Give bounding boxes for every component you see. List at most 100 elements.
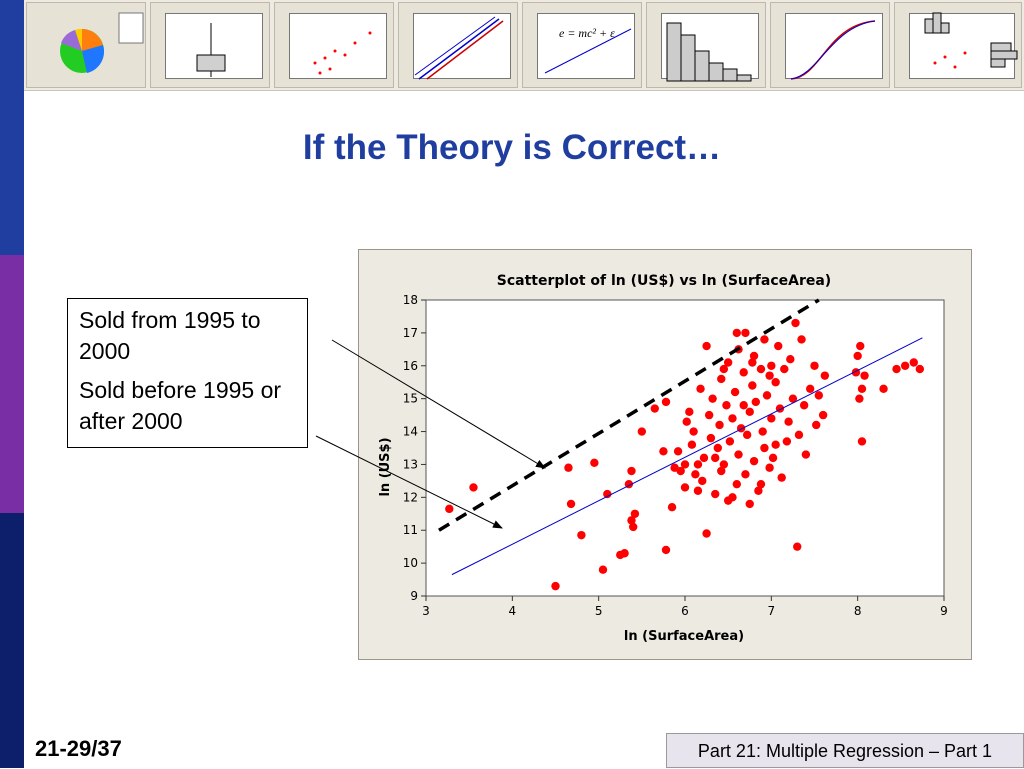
y-tick-label: 13	[403, 457, 418, 471]
thumbnail-histogram	[646, 2, 766, 88]
data-point	[629, 522, 638, 532]
data-point	[661, 397, 671, 407]
data-point	[741, 470, 750, 479]
y-tick-label: 17	[403, 326, 418, 340]
data-point	[696, 384, 705, 393]
data-point	[650, 404, 659, 413]
y-tick-label: 16	[403, 359, 418, 373]
data-point	[801, 450, 811, 459]
data-point	[810, 361, 819, 370]
data-point	[689, 427, 698, 436]
data-point	[855, 394, 864, 403]
x-tick-label: 5	[595, 604, 603, 618]
data-point	[860, 371, 869, 380]
data-point	[598, 565, 608, 574]
data-point	[719, 460, 729, 469]
data-point	[909, 358, 918, 367]
data-point	[741, 328, 750, 338]
x-axis-label: ln (SurfaceArea)	[624, 629, 744, 644]
plot-area	[425, 299, 945, 597]
data-point	[661, 545, 671, 555]
data-point	[673, 447, 683, 456]
thumbnail-formula-plot: e = mc² + ε	[522, 2, 642, 88]
left-accent-bar-middle	[0, 255, 24, 513]
data-point	[445, 504, 454, 514]
data-point	[794, 430, 804, 440]
boxplot-icon	[196, 23, 226, 77]
x-tick-label: 6	[681, 604, 689, 618]
data-point	[797, 335, 806, 344]
data-point	[711, 489, 720, 499]
data-point	[745, 407, 754, 417]
data-point	[469, 483, 478, 492]
data-point	[732, 479, 741, 489]
data-point	[685, 407, 694, 417]
histogram-icon	[666, 22, 752, 82]
x-tick-label: 9	[940, 604, 948, 618]
data-point	[725, 437, 735, 446]
data-point	[879, 384, 888, 393]
data-point	[691, 470, 700, 479]
scatterplot-chart: Scatterplot of ln (US$) vs ln (SurfaceAr…	[378, 273, 948, 644]
y-axis-label: ln (US$)	[378, 437, 393, 496]
dashed-reference-line	[438, 298, 820, 532]
x-tick-label: 8	[854, 604, 862, 618]
data-point	[892, 364, 901, 374]
scatterplot-panel: Scatterplot of ln (US$) vs ln (SurfaceAr…	[358, 249, 972, 660]
data-point	[676, 466, 685, 476]
marginal-plot-icon	[924, 12, 1018, 69]
data-point	[702, 529, 711, 538]
data-point	[749, 351, 759, 361]
data-point	[768, 453, 778, 463]
thumbnail-marginal-plot	[894, 2, 1022, 88]
callout-label-other-years: Sold before 1995 or after 2000	[79, 377, 282, 434]
callout-label-1995-2000: Sold from 1995 to 2000	[79, 307, 261, 364]
data-point	[814, 391, 824, 400]
data-point	[698, 476, 707, 486]
data-point	[693, 460, 703, 469]
left-accent-bar-top	[0, 0, 24, 255]
data-point	[853, 351, 862, 361]
data-point	[739, 368, 748, 377]
data-point	[748, 381, 757, 390]
y-tick-label: 18	[403, 293, 418, 307]
data-point	[702, 341, 711, 351]
data-point	[784, 417, 793, 426]
data-point	[734, 450, 743, 459]
data-point	[767, 414, 776, 423]
data-point	[564, 463, 573, 472]
data-point	[722, 401, 731, 410]
y-tick-label: 10	[403, 556, 418, 570]
data-point	[742, 430, 752, 440]
data-point	[900, 361, 910, 370]
data-point	[782, 437, 792, 446]
data-point	[857, 437, 867, 446]
slide-number: 21-29/37	[35, 736, 122, 761]
legend-callout-box: Sold from 1995 to 2000 Sold before 1995 …	[67, 298, 308, 448]
data-point	[820, 371, 830, 380]
data-point	[667, 503, 677, 512]
formula-plot-icon: e = mc² + ε	[544, 26, 632, 74]
data-point	[680, 483, 690, 492]
data-point	[728, 493, 737, 502]
data-point	[708, 394, 717, 403]
data-point	[637, 427, 647, 436]
y-tick-label: 14	[403, 425, 418, 439]
data-point	[717, 466, 726, 476]
data-point	[577, 530, 586, 540]
data-point	[659, 447, 668, 456]
data-point	[704, 410, 714, 420]
data-point	[799, 401, 809, 410]
regression-fit-line	[451, 337, 923, 576]
data-point	[791, 318, 800, 328]
data-point	[566, 499, 576, 509]
data-point	[699, 453, 709, 463]
data-point	[627, 516, 636, 525]
data-point	[765, 371, 774, 380]
data-point	[745, 499, 754, 509]
y-tick-label: 11	[403, 523, 418, 537]
thumbnail-probability-plot	[398, 2, 518, 88]
data-point	[758, 427, 767, 436]
data-point	[915, 364, 925, 374]
data-point	[812, 420, 821, 430]
